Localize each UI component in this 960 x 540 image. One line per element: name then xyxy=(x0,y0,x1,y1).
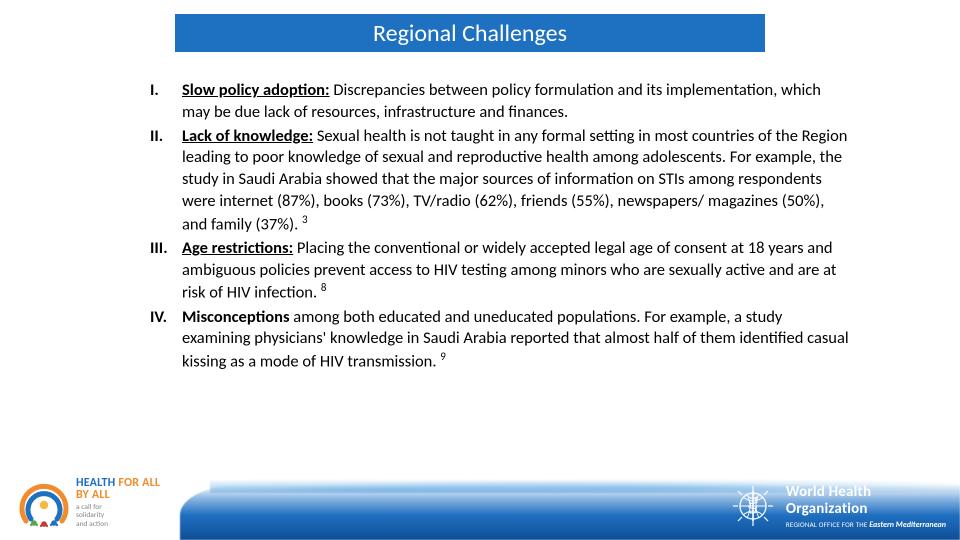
hfa-sub: a call forsolidarityand action xyxy=(76,504,160,530)
who-text: World Health Organization REGIONAL OFFIC… xyxy=(786,483,946,530)
hfa-line2: BY ALL xyxy=(76,489,160,501)
item-body: Age restrictions: Placing the convention… xyxy=(182,238,850,305)
who-emblem-icon xyxy=(730,483,776,529)
content-list: I.Slow policy adoption: Discrepancies be… xyxy=(150,80,850,375)
item-number: I. xyxy=(150,80,182,124)
who-line2: Organization xyxy=(786,500,946,518)
who-sub: REGIONAL OFFICE FOR THE Eastern Mediterr… xyxy=(786,520,946,530)
item-lead: Age restrictions: xyxy=(182,238,293,258)
item-body: Slow policy adoption: Discrepancies betw… xyxy=(182,80,850,124)
footer: HEALTH FOR ALL BY ALL a call forsolidari… xyxy=(0,470,960,540)
slide: Regional Challenges I.Slow policy adopti… xyxy=(0,0,960,540)
who-logo: World Health Organization REGIONAL OFFIC… xyxy=(730,478,946,534)
hfa-line1b: FOR ALL xyxy=(118,476,160,490)
item-lead: Misconceptions xyxy=(182,307,290,327)
hfa-sub-line: and action xyxy=(76,521,160,530)
title-bar: Regional Challenges xyxy=(175,14,765,52)
item-number: II. xyxy=(150,126,182,236)
item-number: III. xyxy=(150,238,182,305)
hfa-text: HEALTH FOR ALL BY ALL a call forsolidari… xyxy=(76,477,160,530)
item-lead: Lack of knowledge: xyxy=(182,126,313,146)
item-body: Lack of knowledge: Sexual health is not … xyxy=(182,126,850,236)
list-item: II.Lack of knowledge: Sexual health is n… xyxy=(150,126,850,236)
hfa-arc-icon xyxy=(18,477,70,529)
item-citation: 3 xyxy=(302,213,308,226)
health-for-all-logo: HEALTH FOR ALL BY ALL a call forsolidari… xyxy=(18,472,168,534)
list-item: IV.Misconceptions among both educated an… xyxy=(150,307,850,374)
who-sub-region: Eastern Mediterranean xyxy=(867,520,946,530)
list-item: III.Age restrictions: Placing the conven… xyxy=(150,238,850,305)
list-item: I.Slow policy adoption: Discrepancies be… xyxy=(150,80,850,124)
hfa-line2a: BY ALL xyxy=(76,488,110,502)
item-body: Misconceptions among both educated and u… xyxy=(182,307,850,374)
who-line1: World Health xyxy=(786,483,946,501)
item-lead: Slow policy adoption: xyxy=(182,80,330,100)
who-sub-small: REGIONAL OFFICE FOR THE xyxy=(786,520,868,529)
item-citation: 9 xyxy=(440,350,446,363)
item-citation: 8 xyxy=(321,281,327,294)
item-number: IV. xyxy=(150,307,182,374)
slide-title: Regional Challenges xyxy=(373,19,567,48)
